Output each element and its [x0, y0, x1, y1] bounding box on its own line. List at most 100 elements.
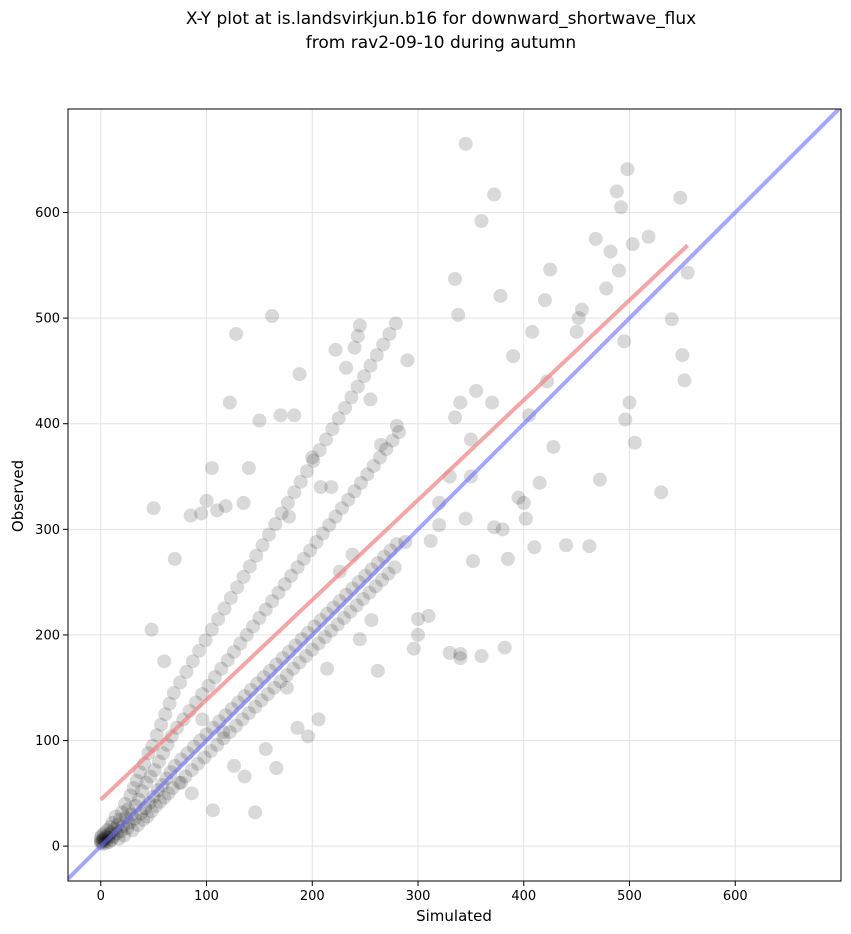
data-point — [136, 812, 151, 827]
data-point — [273, 408, 288, 423]
data-point — [108, 809, 123, 824]
data-point — [622, 395, 637, 410]
data-point — [485, 395, 500, 410]
data-point — [156, 746, 171, 761]
data-point — [237, 769, 252, 784]
data-point — [506, 349, 521, 364]
data-point — [627, 435, 642, 450]
data-point — [487, 520, 502, 535]
data-point — [129, 773, 144, 788]
data-point — [388, 316, 403, 331]
data-point — [363, 358, 378, 373]
data-point — [282, 509, 297, 524]
data-point — [172, 775, 187, 790]
data-point — [344, 390, 359, 405]
data-point — [331, 411, 346, 426]
data-point — [149, 728, 164, 743]
x-axis-label: Simulated — [416, 907, 492, 925]
data-point — [347, 484, 362, 499]
data-point — [546, 439, 561, 454]
data-point — [448, 272, 463, 287]
data-point — [442, 645, 457, 660]
data-point — [223, 590, 238, 605]
y-tick-label: 400 — [35, 417, 60, 432]
data-point — [609, 184, 624, 199]
data-point — [620, 162, 635, 177]
data-point — [319, 432, 334, 447]
data-point — [474, 213, 489, 228]
data-point — [364, 613, 379, 628]
chart-title-line2: from rav2-09-10 during autumn — [306, 33, 576, 53]
data-point — [311, 712, 326, 727]
data-point — [537, 293, 552, 308]
data-point — [166, 686, 181, 701]
data-point — [387, 560, 402, 575]
data-point — [362, 585, 377, 600]
x-tick-label: 500 — [617, 889, 642, 904]
data-point — [139, 775, 154, 790]
y-tick-label: 300 — [35, 523, 60, 538]
data-point — [151, 754, 166, 769]
data-point — [258, 741, 273, 756]
data-point — [451, 307, 466, 322]
data-point — [324, 480, 339, 495]
data-point — [210, 737, 225, 752]
data-point — [229, 326, 244, 341]
y-axis-label: Observed — [9, 460, 27, 532]
data-point — [185, 654, 200, 669]
data-point — [330, 617, 345, 632]
data-point — [458, 511, 473, 526]
data-point — [293, 474, 308, 489]
data-point — [94, 834, 109, 849]
x-tick-label: 100 — [194, 889, 219, 904]
data-point — [352, 632, 367, 647]
data-point — [107, 822, 122, 837]
data-point — [347, 340, 362, 355]
data-point — [296, 551, 311, 566]
data-point — [194, 506, 209, 521]
data-point — [400, 353, 415, 368]
data-point — [680, 265, 695, 280]
data-point — [406, 641, 421, 656]
data-point — [265, 594, 280, 609]
data-point — [184, 786, 199, 801]
data-point — [543, 262, 558, 277]
data-point — [268, 517, 283, 532]
data-point — [173, 675, 188, 690]
data-point — [339, 360, 354, 375]
identity-line — [68, 109, 841, 881]
data-point — [360, 467, 375, 482]
data-point — [432, 518, 447, 533]
data-point — [569, 324, 584, 339]
data-point — [179, 664, 194, 679]
data-point — [273, 674, 288, 689]
data-point — [356, 592, 371, 607]
data-point — [130, 818, 145, 833]
data-point — [453, 646, 468, 661]
data-point — [328, 342, 343, 357]
data-point — [493, 288, 508, 303]
data-point — [357, 369, 372, 384]
data-point — [201, 678, 216, 693]
data-point — [148, 799, 163, 814]
data-point — [286, 661, 301, 676]
data-point — [341, 492, 356, 507]
data-point — [298, 649, 313, 664]
data-point — [381, 566, 396, 581]
data-point — [152, 794, 167, 809]
data-point — [236, 495, 251, 510]
data-point — [227, 758, 242, 773]
data-point — [235, 712, 250, 727]
plot-frame — [67, 108, 842, 882]
data-point — [421, 608, 436, 623]
reference-lines — [68, 109, 841, 881]
data-point — [271, 585, 286, 600]
data-point — [366, 458, 381, 473]
data-point — [123, 788, 138, 803]
data-point — [119, 810, 134, 825]
data-point — [469, 383, 484, 398]
data-point — [154, 717, 169, 732]
data-point — [532, 475, 547, 490]
data-point — [178, 769, 193, 784]
data-point — [205, 803, 220, 818]
